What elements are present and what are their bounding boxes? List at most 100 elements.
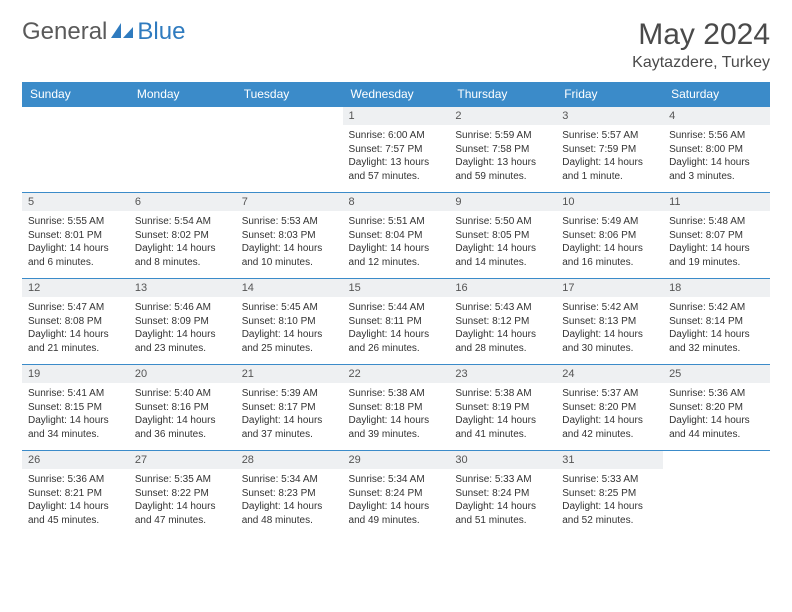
sunset-text: Sunset: 8:03 PM	[242, 229, 337, 243]
header: General Blue May 2024 Kaytazdere, Turkey	[22, 18, 770, 72]
daylight-text: Daylight: 14 hours and 26 minutes.	[349, 328, 444, 355]
day-data: Sunrise: 5:48 AMSunset: 8:07 PMDaylight:…	[663, 211, 770, 273]
sunset-text: Sunset: 8:19 PM	[455, 401, 550, 415]
sunrise-text: Sunrise: 5:33 AM	[455, 473, 550, 487]
calendar-cell: 25Sunrise: 5:36 AMSunset: 8:20 PMDayligh…	[663, 365, 770, 451]
sunset-text: Sunset: 8:02 PM	[135, 229, 230, 243]
sunrise-text: Sunrise: 5:50 AM	[455, 215, 550, 229]
weekday-header: Sunday	[22, 82, 129, 107]
sunset-text: Sunset: 8:24 PM	[349, 487, 444, 501]
calendar-body: 1Sunrise: 6:00 AMSunset: 7:57 PMDaylight…	[22, 107, 770, 537]
daylight-text: Daylight: 14 hours and 47 minutes.	[135, 500, 230, 527]
weekday-header: Saturday	[663, 82, 770, 107]
day-data: Sunrise: 5:38 AMSunset: 8:19 PMDaylight:…	[449, 383, 556, 445]
sunrise-text: Sunrise: 5:47 AM	[28, 301, 123, 315]
sunrise-text: Sunrise: 5:38 AM	[455, 387, 550, 401]
sunset-text: Sunset: 8:07 PM	[669, 229, 764, 243]
calendar-cell: 15Sunrise: 5:44 AMSunset: 8:11 PMDayligh…	[343, 279, 450, 365]
sunrise-text: Sunrise: 5:40 AM	[135, 387, 230, 401]
daylight-text: Daylight: 14 hours and 42 minutes.	[562, 414, 657, 441]
day-data: Sunrise: 5:55 AMSunset: 8:01 PMDaylight:…	[22, 211, 129, 273]
calendar-cell	[663, 451, 770, 537]
day-data: Sunrise: 6:00 AMSunset: 7:57 PMDaylight:…	[343, 125, 450, 187]
day-data: Sunrise: 5:36 AMSunset: 8:20 PMDaylight:…	[663, 383, 770, 445]
sunset-text: Sunset: 8:20 PM	[669, 401, 764, 415]
sunrise-text: Sunrise: 5:53 AM	[242, 215, 337, 229]
calendar-cell: 17Sunrise: 5:42 AMSunset: 8:13 PMDayligh…	[556, 279, 663, 365]
day-number: 23	[449, 365, 556, 383]
sunset-text: Sunset: 8:06 PM	[562, 229, 657, 243]
calendar-cell: 18Sunrise: 5:42 AMSunset: 8:14 PMDayligh…	[663, 279, 770, 365]
daylight-text: Daylight: 14 hours and 16 minutes.	[562, 242, 657, 269]
daylight-text: Daylight: 14 hours and 51 minutes.	[455, 500, 550, 527]
day-number: 21	[236, 365, 343, 383]
weekday-header: Monday	[129, 82, 236, 107]
daylight-text: Daylight: 14 hours and 25 minutes.	[242, 328, 337, 355]
sunrise-text: Sunrise: 5:37 AM	[562, 387, 657, 401]
calendar-row: 5Sunrise: 5:55 AMSunset: 8:01 PMDaylight…	[22, 193, 770, 279]
calendar-cell: 6 Sunrise: 5:54 AMSunset: 8:02 PMDaylight…	[129, 193, 236, 279]
sunrise-text: Sunrise: 5:54 AM	[135, 215, 230, 229]
location: Kaytazdere, Turkey	[632, 54, 770, 72]
day-data: Sunrise: 5:47 AMSunset: 8:08 PMDaylight:…	[22, 297, 129, 359]
sunrise-text: Sunrise: 5:42 AM	[562, 301, 657, 315]
sunset-text: Sunset: 8:17 PM	[242, 401, 337, 415]
sunrise-text: Sunrise: 5:41 AM	[28, 387, 123, 401]
day-number: 16	[449, 279, 556, 297]
sunrise-text: Sunrise: 5:59 AM	[455, 129, 550, 143]
daylight-text: Daylight: 14 hours and 14 minutes.	[455, 242, 550, 269]
daylight-text: Daylight: 14 hours and 12 minutes.	[349, 242, 444, 269]
day-data: Sunrise: 5:40 AMSunset: 8:16 PMDaylight:…	[129, 383, 236, 445]
daylight-text: Daylight: 14 hours and 32 minutes.	[669, 328, 764, 355]
day-data: Sunrise: 5:39 AMSunset: 8:17 PMDaylight:…	[236, 383, 343, 445]
sunset-text: Sunset: 8:10 PM	[242, 315, 337, 329]
day-number: 30	[449, 451, 556, 469]
sunset-text: Sunset: 8:24 PM	[455, 487, 550, 501]
day-data: Sunrise: 5:34 AMSunset: 8:23 PMDaylight:…	[236, 469, 343, 531]
day-number: 11	[663, 193, 770, 211]
sunset-text: Sunset: 8:05 PM	[455, 229, 550, 243]
sunset-text: Sunset: 8:16 PM	[135, 401, 230, 415]
day-data: Sunrise: 5:53 AMSunset: 8:03 PMDaylight:…	[236, 211, 343, 273]
sunset-text: Sunset: 8:08 PM	[28, 315, 123, 329]
day-number: 6	[129, 193, 236, 211]
sunset-text: Sunset: 8:21 PM	[28, 487, 123, 501]
daylight-text: Daylight: 14 hours and 30 minutes.	[562, 328, 657, 355]
sunrise-text: Sunrise: 5:42 AM	[669, 301, 764, 315]
sunset-text: Sunset: 8:20 PM	[562, 401, 657, 415]
sunset-text: Sunset: 8:09 PM	[135, 315, 230, 329]
day-number: 24	[556, 365, 663, 383]
day-data: Sunrise: 5:36 AMSunset: 8:21 PMDaylight:…	[22, 469, 129, 531]
calendar-cell: 19Sunrise: 5:41 AMSunset: 8:15 PMDayligh…	[22, 365, 129, 451]
sunset-text: Sunset: 8:01 PM	[28, 229, 123, 243]
sunset-text: Sunset: 8:12 PM	[455, 315, 550, 329]
daylight-text: Daylight: 14 hours and 49 minutes.	[349, 500, 444, 527]
daylight-text: Daylight: 14 hours and 37 minutes.	[242, 414, 337, 441]
day-number: 4	[663, 107, 770, 125]
sunrise-text: Sunrise: 5:36 AM	[669, 387, 764, 401]
sunset-text: Sunset: 8:18 PM	[349, 401, 444, 415]
sunset-text: Sunset: 8:00 PM	[669, 143, 764, 157]
day-data: Sunrise: 5:44 AMSunset: 8:11 PMDaylight:…	[343, 297, 450, 359]
month-title: May 2024	[632, 18, 770, 52]
day-number: 8	[343, 193, 450, 211]
sunrise-text: Sunrise: 5:39 AM	[242, 387, 337, 401]
sunrise-text: Sunrise: 5:51 AM	[349, 215, 444, 229]
day-number: 29	[343, 451, 450, 469]
daylight-text: Daylight: 14 hours and 8 minutes.	[135, 242, 230, 269]
calendar-cell: 29Sunrise: 5:34 AMSunset: 8:24 PMDayligh…	[343, 451, 450, 537]
sunset-text: Sunset: 8:04 PM	[349, 229, 444, 243]
calendar-cell: 14Sunrise: 5:45 AMSunset: 8:10 PMDayligh…	[236, 279, 343, 365]
day-number: 19	[22, 365, 129, 383]
sail-icon	[111, 23, 133, 41]
day-number: 15	[343, 279, 450, 297]
day-data: Sunrise: 5:45 AMSunset: 8:10 PMDaylight:…	[236, 297, 343, 359]
sunrise-text: Sunrise: 5:56 AM	[669, 129, 764, 143]
day-number: 17	[556, 279, 663, 297]
day-data: Sunrise: 5:41 AMSunset: 8:15 PMDaylight:…	[22, 383, 129, 445]
calendar-row: 1Sunrise: 6:00 AMSunset: 7:57 PMDaylight…	[22, 107, 770, 193]
daylight-text: Daylight: 14 hours and 41 minutes.	[455, 414, 550, 441]
sunrise-text: Sunrise: 5:48 AM	[669, 215, 764, 229]
day-number: 20	[129, 365, 236, 383]
day-number: 31	[556, 451, 663, 469]
